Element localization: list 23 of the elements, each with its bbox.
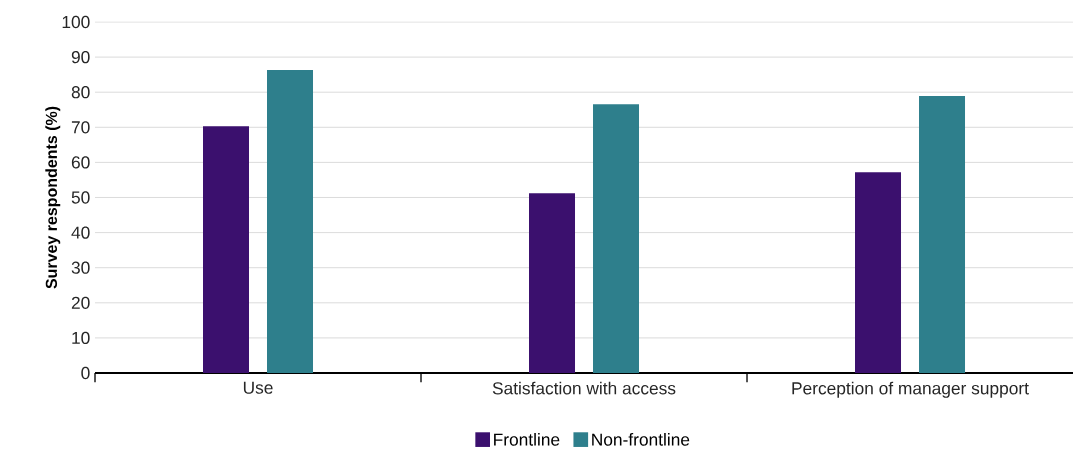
- y-tick-label: 70: [71, 121, 90, 134]
- y-tick-label: 50: [71, 191, 90, 204]
- x-tick-label: Perception of manager support: [792, 381, 1029, 398]
- y-tick-label: 0: [81, 366, 90, 380]
- y-tick-label: 40: [71, 226, 90, 239]
- x-tick-label: Use: [243, 381, 273, 394]
- y-tick-label: 10: [72, 331, 90, 345]
- legend-label: Frontline: [494, 433, 560, 446]
- bar: [203, 126, 250, 373]
- bar: [593, 104, 640, 373]
- bar: [529, 193, 576, 373]
- y-tick-label: 60: [71, 156, 90, 169]
- x-tick-label: Satisfaction with access: [492, 381, 676, 395]
- bar: [855, 172, 902, 373]
- bar: [919, 96, 966, 373]
- y-tick-label: 30: [71, 261, 90, 274]
- y-tick-label: 80: [71, 86, 90, 99]
- y-axis-title: Survey respondents (%): [45, 106, 61, 289]
- bar: [267, 70, 314, 373]
- y-tick-label: 100: [62, 15, 90, 29]
- y-tick-label: 90: [71, 50, 90, 64]
- legend-label: Non-frontline: [592, 433, 690, 446]
- y-tick-label: 20: [71, 296, 90, 309]
